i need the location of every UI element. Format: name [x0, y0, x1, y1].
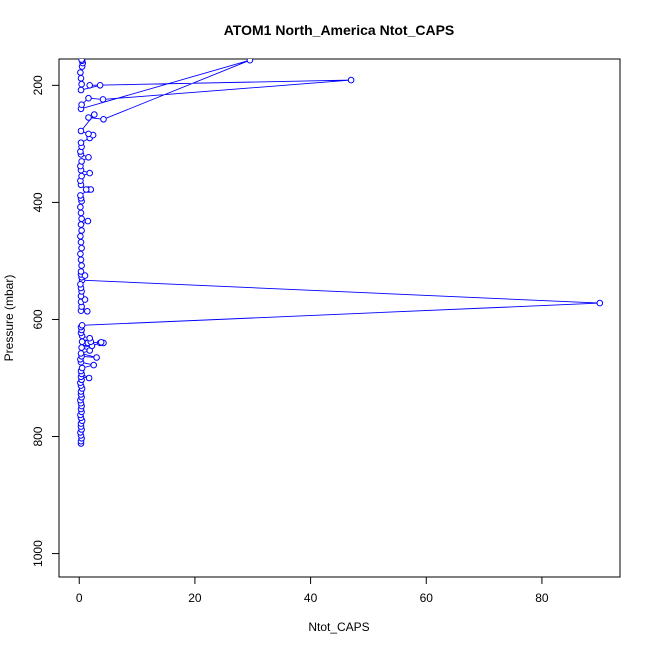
data-point [77, 350, 85, 357]
data-point [78, 244, 85, 252]
y-tick-label: 1000 [31, 540, 45, 567]
data-point [77, 256, 85, 264]
x-tick-label: 0 [76, 591, 83, 605]
data-point [86, 169, 93, 177]
data-point [77, 233, 84, 240]
data-point [78, 101, 85, 108]
data-point [84, 217, 92, 225]
data-point [84, 308, 91, 315]
x-tick-label: 20 [188, 591, 202, 605]
x-tick-label: 60 [420, 591, 434, 605]
x-axis: 0 20 40 60 80 [76, 576, 549, 605]
series-line [79, 59, 600, 444]
data-point [78, 215, 85, 223]
data-point [78, 338, 86, 346]
data-point [81, 272, 89, 279]
data-point [93, 354, 100, 361]
data-point [96, 82, 104, 89]
data-point [78, 80, 85, 88]
x-tick-label: 80 [535, 591, 549, 605]
y-tick-label: 800 [31, 426, 45, 446]
data-point [347, 76, 355, 84]
data-point [77, 69, 84, 76]
data-point [77, 192, 84, 199]
data-point [246, 59, 254, 64]
data-point [85, 114, 92, 121]
x-tick-label: 40 [304, 591, 318, 605]
data-point [78, 227, 85, 234]
series-layer [77, 59, 604, 447]
data-point [99, 96, 107, 103]
data-point [97, 339, 105, 346]
data-point [77, 238, 85, 246]
data-point [77, 139, 85, 146]
data-point [77, 75, 85, 82]
data-point [77, 268, 85, 275]
x-axis-label: Ntot_CAPS [308, 620, 369, 634]
data-point [86, 82, 93, 89]
data-point [85, 154, 92, 161]
data-point [77, 281, 84, 288]
y-axis-label: Pressure (mbar) [2, 275, 16, 362]
data-point [91, 111, 98, 118]
data-point [77, 221, 85, 228]
data-point [78, 322, 86, 329]
data-point [78, 364, 86, 372]
data-point [77, 250, 84, 258]
data-point [85, 130, 92, 138]
data-point [78, 59, 85, 63]
y-tick-label: 400 [31, 192, 45, 212]
data-point [78, 172, 85, 180]
data-point [77, 86, 85, 94]
data-point [78, 158, 85, 165]
data-point [81, 296, 89, 303]
data-point [77, 127, 85, 135]
y-axis: 200 400 600 800 1000 [31, 75, 60, 567]
plot-frame [58, 58, 621, 578]
data-point [85, 374, 93, 382]
data-point [77, 203, 84, 211]
data-point [100, 116, 107, 123]
data-point [82, 186, 90, 193]
data-point [85, 94, 92, 102]
y-tick-label: 200 [31, 75, 45, 95]
data-point [90, 361, 97, 369]
data-point [77, 209, 85, 217]
data-point [596, 299, 604, 307]
data-point [78, 262, 85, 269]
y-tick-label: 600 [31, 309, 45, 329]
chart-title: ATOM1 North_America Ntot_CAPS [224, 22, 455, 38]
data-point [86, 334, 93, 342]
